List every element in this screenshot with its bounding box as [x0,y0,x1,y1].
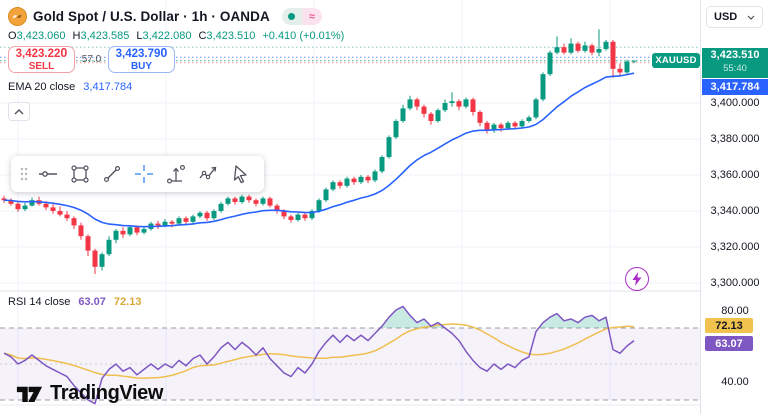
trend-line-icon [103,165,121,183]
polyline-arrow-tool[interactable] [193,159,223,189]
price-axis[interactable]: USD XAUUSD 3,423.510 55:40 3,417.784 3,4… [652,0,768,414]
instant-trading-button[interactable] [625,267,649,291]
price-level: 3,360.000 [710,169,760,181]
rectangle-icon [71,165,89,183]
last-price-badge: 3,423.510 55:40 [702,48,768,78]
currency-selector[interactable]: USD [706,6,763,28]
cursor-icon [233,165,247,184]
crosshair-tool[interactable] [129,159,159,189]
vertical-arrow-tool[interactable] [161,159,191,189]
bar-countdown: 55:40 [723,63,747,74]
tradingview-logo-text: TradingView [50,382,164,404]
symbol-price-tag: XAUUSD [652,53,700,68]
trade-buttons-row: 3,423.220 SELL 57.0 3,423.790 BUY [8,46,175,73]
horizontal-line-tool[interactable] [33,159,63,189]
rsi-value-badge: 63.07 [705,336,753,351]
polyline-arrow-icon [199,166,217,180]
ema-price-badge: 3,417.784 [702,79,768,95]
price-level: 3,300.000 [710,277,760,289]
ema-legend-name: EMA 20 close [8,81,76,93]
low-value: 3,422.080 [142,30,192,42]
price-level: 3,380.000 [710,133,760,145]
rsi-legend[interactable]: RSI 14 close 63.07 72.13 [8,296,141,308]
symbol-header: Gold Spot / U.S. Dollar · 1h · OANDA ≈ [8,7,322,26]
delayed-data-icon: ≈ [301,8,322,25]
rsi-level-80: 80.00 [721,305,749,317]
lightning-bolt-icon [632,272,642,286]
tradingview-mark-icon [16,386,43,403]
toolbar-drag-handle[interactable] [17,167,31,181]
chevron-down-icon [747,15,755,20]
trend-line-tool[interactable] [97,159,127,189]
vertical-arrow-icon [166,164,186,184]
cursor-tool[interactable] [225,159,255,189]
ema-legend[interactable]: EMA 20 close 3,417.784 [8,81,132,93]
buy-button[interactable]: 3,423.790 BUY [108,46,175,73]
high-value: 3,423.585 [80,30,130,42]
gold-coin-icon [8,7,27,26]
price-level: 3,340.000 [710,205,760,217]
price-level: 3,400.000 [710,97,760,109]
crosshair-icon [135,165,153,183]
change-value: +0.410 (+0.01%) [262,30,345,42]
tradingview-logo[interactable]: TradingView [16,382,163,405]
rsi-legend-title: RSI 14 close [8,296,71,308]
ohlc-row: O3,423.060 H3,423.585 L3,422.080 C3,423.… [8,30,345,42]
market-status-pill[interactable]: ≈ [281,8,322,25]
rsi-ma-value: 72.13 [113,296,142,308]
market-open-dot-icon [281,8,302,25]
horizontal-line-icon [39,171,57,177]
price-level: 3,320.000 [710,241,760,253]
chart-canvas[interactable] [0,0,700,414]
rectangle-tool[interactable] [65,159,95,189]
rsi-value: 63.07 [78,296,106,308]
drawing-toolbar [11,156,264,192]
sell-button[interactable]: 3,423.220 SELL [8,46,75,73]
spread-value: 57.0 [81,54,102,65]
chevron-up-icon [14,108,24,114]
open-value: 3,423.060 [16,30,66,42]
collapse-legend-button[interactable] [8,102,30,121]
symbol-title[interactable]: Gold Spot / U.S. Dollar · 1h · OANDA [33,9,270,24]
ema-legend-value: 3,417.784 [83,81,133,93]
close-value: 3,423.510 [206,30,256,42]
rsi-level-40: 40.00 [721,376,749,388]
rsi-ma-badge: 72.13 [705,318,753,333]
